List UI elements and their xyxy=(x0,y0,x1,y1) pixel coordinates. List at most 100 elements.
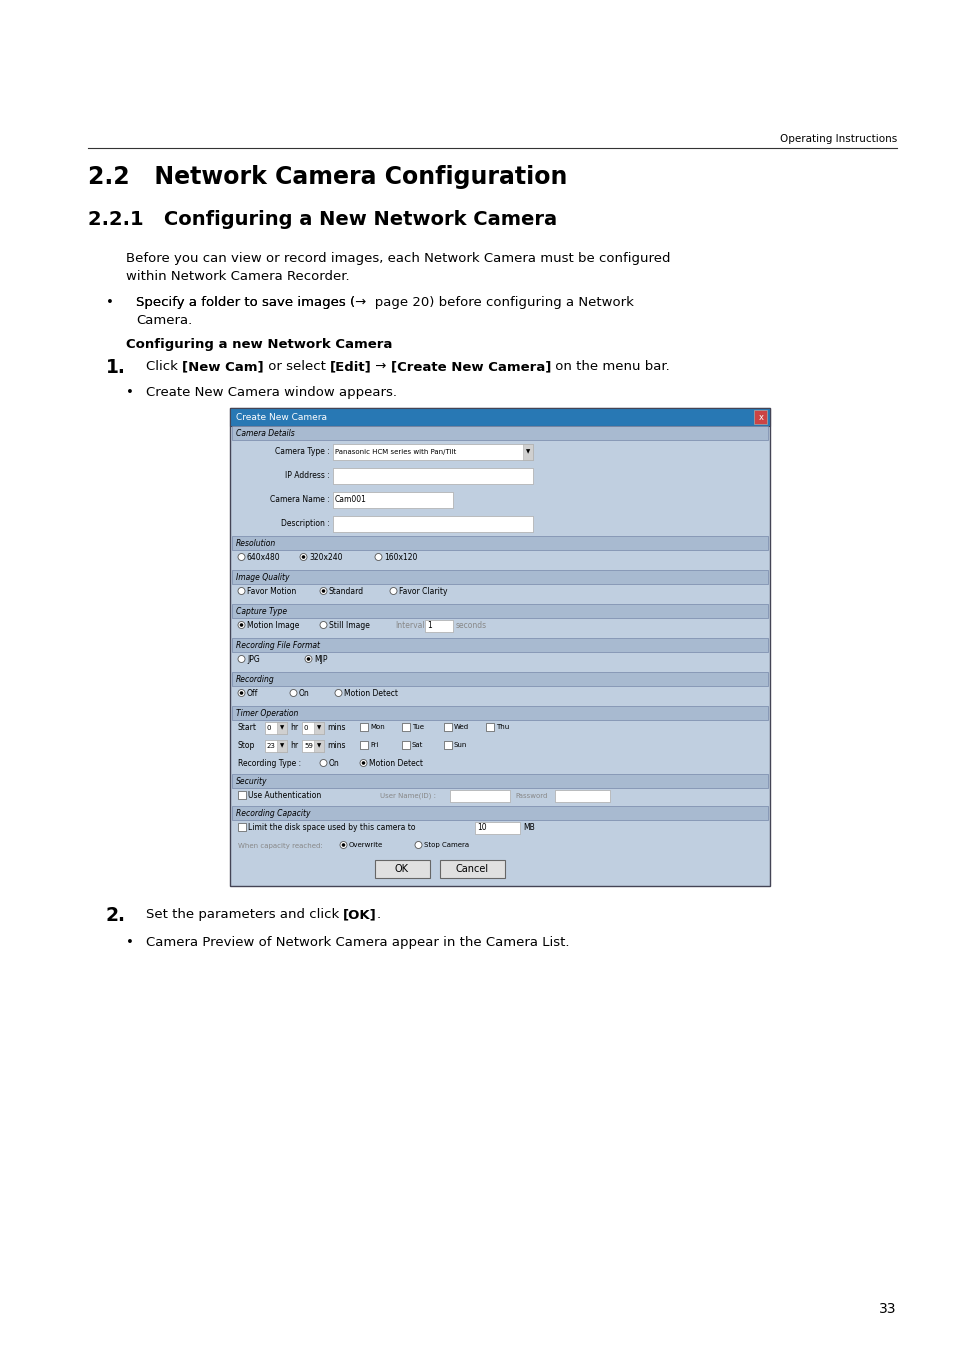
Text: seconds: seconds xyxy=(456,620,487,630)
Text: Recording: Recording xyxy=(235,674,274,684)
Text: x: x xyxy=(758,412,762,422)
Bar xyxy=(401,740,410,748)
Circle shape xyxy=(339,842,347,848)
Text: Timer Operation: Timer Operation xyxy=(235,708,298,717)
Text: Fri: Fri xyxy=(370,742,378,748)
Bar xyxy=(359,723,368,731)
Text: 33: 33 xyxy=(879,1302,896,1316)
Text: •: • xyxy=(106,296,113,309)
Text: Camera Name :: Camera Name : xyxy=(270,496,330,504)
Text: Recording Capacity: Recording Capacity xyxy=(235,808,310,817)
Text: Favor Motion: Favor Motion xyxy=(247,586,296,596)
Circle shape xyxy=(321,589,325,593)
Text: hr: hr xyxy=(290,742,297,751)
Text: Thu: Thu xyxy=(496,724,509,730)
Bar xyxy=(439,861,504,878)
Text: JPG: JPG xyxy=(247,654,259,663)
Text: •: • xyxy=(126,386,133,399)
Text: Wed: Wed xyxy=(454,724,469,730)
Text: IP Address :: IP Address : xyxy=(285,471,330,481)
Circle shape xyxy=(359,759,367,766)
Bar xyxy=(375,861,430,878)
Bar xyxy=(232,671,767,686)
Text: .: . xyxy=(376,908,381,921)
Circle shape xyxy=(237,689,245,697)
Text: Interval: Interval xyxy=(395,620,424,630)
Text: Create New Camera window appears.: Create New Camera window appears. xyxy=(146,386,396,399)
Circle shape xyxy=(239,692,243,694)
Text: MJP: MJP xyxy=(314,654,327,663)
Text: Recording File Format: Recording File Format xyxy=(235,640,319,650)
Text: Camera Preview of Network Camera appear in the Camera List.: Camera Preview of Network Camera appear … xyxy=(146,936,569,948)
Text: Description :: Description : xyxy=(281,520,330,528)
Text: ▼: ▼ xyxy=(279,725,284,731)
Text: 0: 0 xyxy=(267,725,272,731)
Bar xyxy=(302,740,324,753)
Text: •: • xyxy=(126,936,133,948)
Circle shape xyxy=(319,621,327,628)
Circle shape xyxy=(415,842,421,848)
Text: Cancel: Cancel xyxy=(455,865,488,874)
Text: Motion Detect: Motion Detect xyxy=(369,758,422,767)
Text: Tue: Tue xyxy=(412,724,423,730)
Circle shape xyxy=(319,588,327,594)
Bar xyxy=(232,638,767,653)
Text: Capture Type: Capture Type xyxy=(235,607,287,616)
Text: Specify a folder to save images (: Specify a folder to save images ( xyxy=(135,296,355,309)
Bar xyxy=(314,740,324,753)
Text: MB: MB xyxy=(522,824,535,832)
Text: Still Image: Still Image xyxy=(329,620,370,630)
Text: Password: Password xyxy=(515,793,547,798)
Circle shape xyxy=(237,588,245,594)
Bar xyxy=(276,740,287,753)
Text: Operating Instructions: Operating Instructions xyxy=(779,134,896,145)
Text: Panasonic HCM series with Pan/Tilt: Panasonic HCM series with Pan/Tilt xyxy=(335,449,456,455)
Text: Start: Start xyxy=(237,724,256,732)
Text: 160x120: 160x120 xyxy=(384,553,416,562)
Bar xyxy=(555,790,609,802)
Bar xyxy=(333,467,533,484)
Text: 1.: 1. xyxy=(106,358,126,377)
Text: Stop Camera: Stop Camera xyxy=(423,842,469,848)
Text: Stop: Stop xyxy=(237,742,255,751)
Bar xyxy=(424,620,453,632)
Text: Use Authentication: Use Authentication xyxy=(248,790,321,800)
Circle shape xyxy=(319,759,327,766)
Circle shape xyxy=(237,655,245,662)
Bar xyxy=(443,740,452,748)
Text: 2.2.1   Configuring a New Network Camera: 2.2.1 Configuring a New Network Camera xyxy=(88,209,557,230)
Circle shape xyxy=(390,588,396,594)
Text: Recording Type :: Recording Type : xyxy=(237,759,301,769)
Circle shape xyxy=(375,554,381,561)
Circle shape xyxy=(305,655,312,662)
Circle shape xyxy=(301,555,305,559)
Bar xyxy=(443,723,452,731)
Text: Limit the disk space used by this camera to: Limit the disk space used by this camera… xyxy=(248,823,416,831)
Text: Favor Clarity: Favor Clarity xyxy=(398,586,447,596)
Text: [New Cam]: [New Cam] xyxy=(182,359,263,373)
Bar xyxy=(276,721,287,734)
Text: [OK]: [OK] xyxy=(343,908,376,921)
Text: mins: mins xyxy=(327,724,345,732)
Text: Mon: Mon xyxy=(370,724,384,730)
Text: on the menu bar.: on the menu bar. xyxy=(551,359,669,373)
Text: 2.2   Network Camera Configuration: 2.2 Network Camera Configuration xyxy=(88,165,566,189)
Bar xyxy=(333,516,533,532)
Bar xyxy=(314,721,324,734)
Bar xyxy=(232,707,767,720)
Bar xyxy=(753,409,766,424)
Text: Overwrite: Overwrite xyxy=(349,842,383,848)
Text: Set the parameters and click: Set the parameters and click xyxy=(146,908,343,921)
Text: 59: 59 xyxy=(304,743,313,748)
Bar xyxy=(265,740,287,753)
Text: ▼: ▼ xyxy=(525,450,530,454)
Bar xyxy=(475,821,519,834)
Text: 2.: 2. xyxy=(106,907,126,925)
Text: Off: Off xyxy=(247,689,258,697)
Bar xyxy=(522,444,533,459)
Circle shape xyxy=(237,621,245,628)
Text: Cam001: Cam001 xyxy=(335,496,367,504)
Text: ▼: ▼ xyxy=(316,743,321,748)
Text: Specify a folder to save images (→  page 20) before configuring a Network
Camera: Specify a folder to save images (→ page … xyxy=(135,296,633,327)
Text: Image Quality: Image Quality xyxy=(235,573,289,581)
